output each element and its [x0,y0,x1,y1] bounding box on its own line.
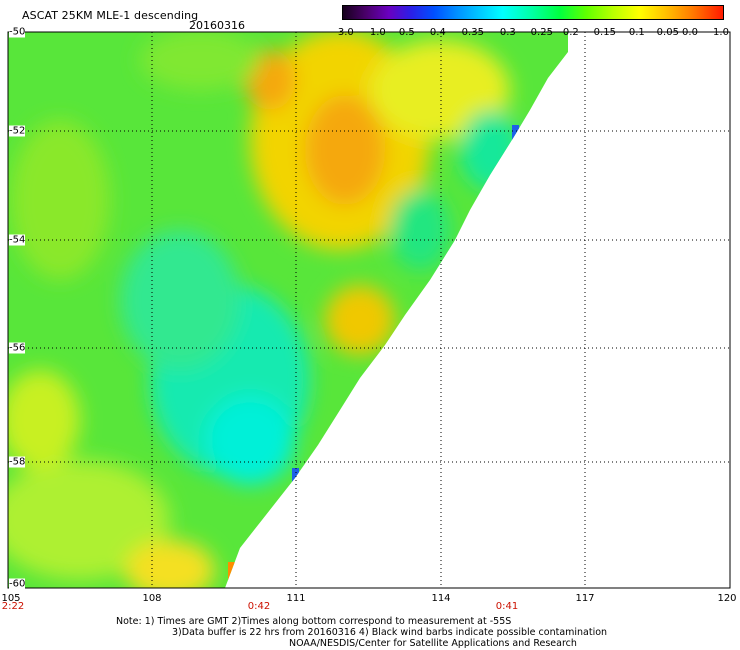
scale-label: 0.0 [682,27,698,38]
scale-label: 1.0 [713,27,729,38]
longitude-label: 108 [142,593,162,604]
scale-label: -3.0 [334,27,354,38]
note-line-3: NOAA/NESDIS/Center for Satellite Applica… [289,638,577,649]
latitude-label: -52 [9,125,26,137]
longitude-label: 117 [575,593,595,604]
scale-label: -0.15 [590,27,616,38]
latitude-label: -54 [9,234,26,246]
map-frame [7,31,731,589]
map-date: 20160316 [189,19,245,32]
time-label: 2:22 [1,601,25,612]
longitude-label: 114 [431,593,451,604]
scale-label: -0.05 [653,27,679,38]
scale-label: -0.3 [496,27,516,38]
map-title: ASCAT 25KM MLE-1 descending [22,9,199,22]
longitude-label: 105 [1,593,21,604]
note-line-1: Note: 1) Times are GMT 2)Times along bot… [116,616,512,627]
scale-label: -0.4 [426,27,446,38]
latitude-label: -56 [9,342,26,354]
latitude-label: -50 [9,26,26,38]
scale-label: -0.1 [625,27,645,38]
note-line-2: 3)Data buffer is 22 hrs from 20160316 4)… [172,627,608,638]
scale-label: -0.5 [395,27,415,38]
latitude-label: -60 [9,578,26,590]
scale-label: -0.25 [527,27,553,38]
time-label: 0:42 [247,601,271,612]
scale-label: -1.0 [366,27,386,38]
latitude-label: -58 [9,456,26,468]
longitude-label: 120 [717,593,737,604]
time-label: 0:41 [495,601,519,612]
color-scale-bar [342,5,724,20]
longitude-label: 111 [286,593,306,604]
scale-label: -0.2 [559,27,579,38]
scale-label: -0.35 [458,27,484,38]
grid-lines [8,32,730,588]
